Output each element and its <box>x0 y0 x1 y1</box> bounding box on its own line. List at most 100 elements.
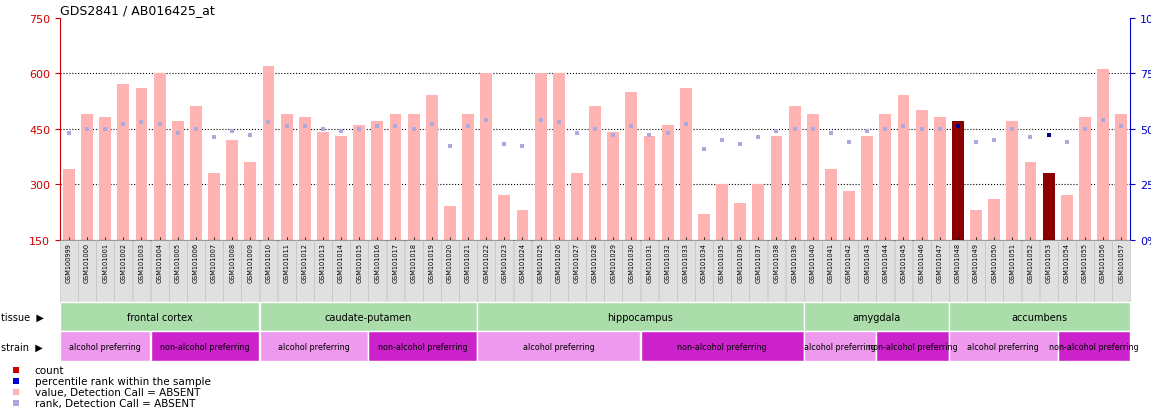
Bar <box>517 211 528 240</box>
Bar <box>589 107 601 240</box>
Text: GSM101054: GSM101054 <box>1064 242 1069 282</box>
Bar <box>552 74 565 240</box>
Text: non-alcohol preferring: non-alcohol preferring <box>868 342 958 351</box>
Text: GSM101020: GSM101020 <box>447 242 453 282</box>
Bar <box>459 240 477 302</box>
Bar <box>151 240 168 302</box>
Bar <box>749 240 768 302</box>
Bar <box>803 240 822 302</box>
Bar <box>82 114 93 240</box>
Text: GSM101019: GSM101019 <box>429 242 435 282</box>
Text: GSM101017: GSM101017 <box>392 242 398 282</box>
Text: GSM101042: GSM101042 <box>846 242 852 282</box>
Text: GSM101028: GSM101028 <box>592 242 599 282</box>
Text: GSM101012: GSM101012 <box>302 242 307 282</box>
Bar <box>350 240 368 302</box>
Text: GSM101013: GSM101013 <box>320 242 326 282</box>
Text: GSM101044: GSM101044 <box>883 242 889 282</box>
Bar <box>242 240 259 302</box>
Bar <box>550 240 567 302</box>
Text: alcohol preferring: alcohol preferring <box>523 342 595 351</box>
Bar <box>60 332 151 361</box>
Bar <box>208 173 220 240</box>
Text: GSM101001: GSM101001 <box>102 242 108 282</box>
Bar <box>825 170 837 240</box>
Text: GSM101022: GSM101022 <box>483 242 489 282</box>
Text: GSM101026: GSM101026 <box>556 242 562 282</box>
Bar <box>405 240 422 302</box>
Text: strain  ▶: strain ▶ <box>1 342 43 351</box>
Text: GSM101031: GSM101031 <box>647 242 653 282</box>
Bar <box>387 240 404 302</box>
Bar <box>78 240 96 302</box>
Bar <box>952 122 963 240</box>
Bar <box>169 240 186 302</box>
Text: GSM101000: GSM101000 <box>84 242 90 282</box>
Text: GSM101008: GSM101008 <box>229 242 235 282</box>
Bar <box>840 240 857 302</box>
Bar <box>569 240 586 302</box>
Bar <box>807 114 818 240</box>
Bar <box>641 240 658 302</box>
Bar <box>1058 240 1076 302</box>
Bar <box>296 240 314 302</box>
Text: non-alcohol preferring: non-alcohol preferring <box>160 342 250 351</box>
Text: GSM101032: GSM101032 <box>664 242 671 282</box>
Text: GSM101033: GSM101033 <box>683 242 688 282</box>
Text: GSM101047: GSM101047 <box>937 242 943 282</box>
Text: alcohol preferring: alcohol preferring <box>805 342 876 351</box>
Bar <box>1004 240 1021 302</box>
Bar <box>227 140 238 240</box>
Bar <box>136 89 147 240</box>
Bar <box>63 170 75 240</box>
Bar <box>1097 70 1108 240</box>
Bar <box>498 196 510 240</box>
Text: GSM101027: GSM101027 <box>574 242 580 282</box>
Text: GSM101003: GSM101003 <box>138 242 145 282</box>
Bar <box>426 96 437 240</box>
Bar <box>714 240 731 302</box>
Bar <box>731 240 749 302</box>
Bar <box>658 240 677 302</box>
Text: tissue  ▶: tissue ▶ <box>1 312 44 322</box>
Text: GSM101038: GSM101038 <box>773 242 779 282</box>
Bar <box>262 66 274 240</box>
Bar <box>768 240 785 302</box>
Bar <box>333 240 350 302</box>
Bar <box>1076 240 1093 302</box>
Bar <box>1095 240 1112 302</box>
Text: GSM101016: GSM101016 <box>374 242 380 282</box>
Bar <box>244 162 257 240</box>
Bar <box>372 122 383 240</box>
Bar <box>985 240 1004 302</box>
Text: rank, Detection Call = ABSENT: rank, Detection Call = ABSENT <box>35 398 196 408</box>
Text: GSM101050: GSM101050 <box>991 242 997 282</box>
Bar <box>1006 122 1019 240</box>
Bar <box>931 240 948 302</box>
Bar <box>186 240 205 302</box>
Text: GSM101029: GSM101029 <box>610 242 616 282</box>
Text: accumbens: accumbens <box>1012 312 1068 322</box>
Bar <box>876 240 894 302</box>
Bar <box>60 302 259 332</box>
Bar <box>422 240 441 302</box>
Bar <box>608 133 619 240</box>
Bar <box>389 114 402 240</box>
Bar <box>916 111 928 240</box>
Text: GSM101041: GSM101041 <box>828 242 834 282</box>
Bar <box>480 74 493 240</box>
Text: caudate-putamen: caudate-putamen <box>325 312 412 322</box>
Bar <box>97 240 114 302</box>
Text: count: count <box>35 365 64 375</box>
Text: GSM101034: GSM101034 <box>701 242 707 282</box>
Bar <box>353 126 365 240</box>
Bar <box>205 240 223 302</box>
Bar <box>844 192 855 240</box>
Bar <box>99 118 112 240</box>
Bar <box>154 74 166 240</box>
Text: GSM101056: GSM101056 <box>1100 242 1106 282</box>
Bar <box>441 240 459 302</box>
Text: GSM101052: GSM101052 <box>1028 242 1034 282</box>
Bar <box>950 332 1058 361</box>
Text: alcohol preferring: alcohol preferring <box>279 342 350 351</box>
